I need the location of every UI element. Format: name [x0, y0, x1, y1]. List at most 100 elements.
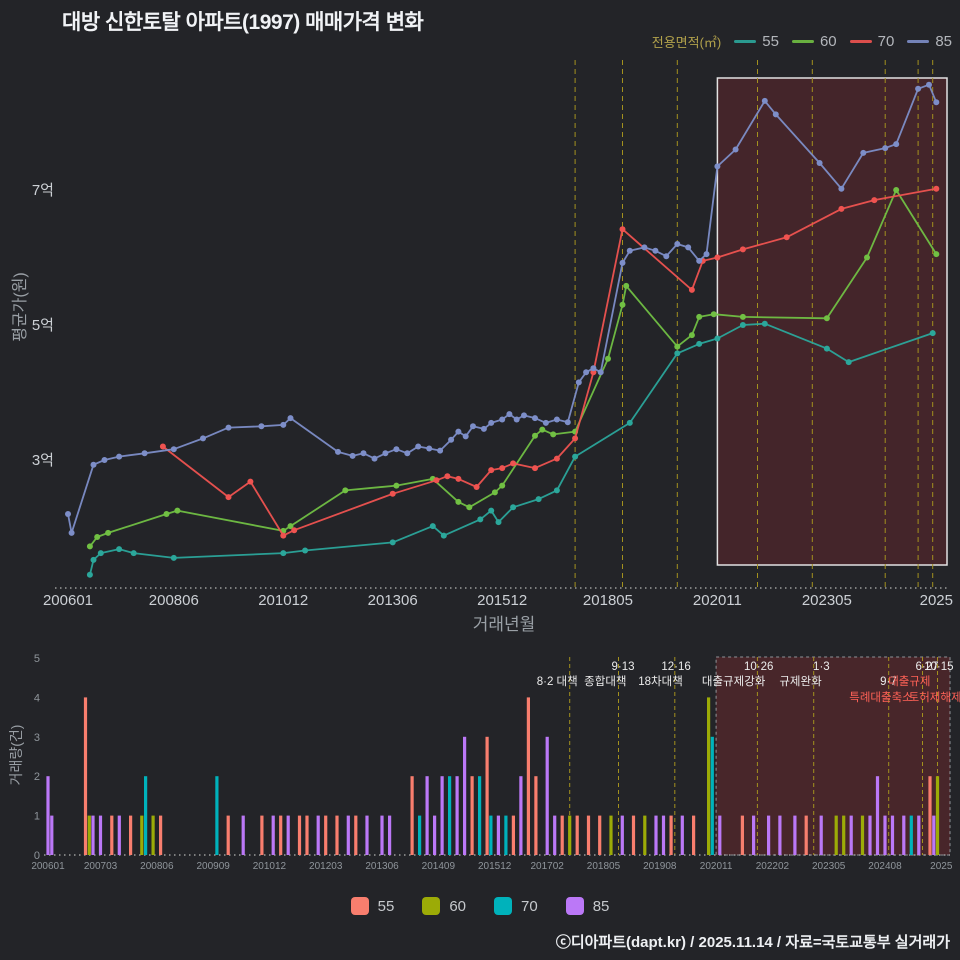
price-point-85: [382, 450, 389, 457]
volume-bar-55: [526, 697, 530, 855]
volume-bar-60: [643, 815, 647, 855]
price-point-70: [739, 246, 746, 253]
price-point-70: [510, 460, 517, 467]
volume-bar-85: [793, 815, 797, 855]
volume-bar-55: [260, 815, 264, 855]
price-point-85: [619, 259, 626, 266]
price-point-85: [714, 163, 721, 170]
volume-bar-70: [215, 776, 219, 855]
legend-line-swatch-55: [734, 40, 757, 43]
price-point-70: [444, 473, 451, 480]
volume-bar-55: [279, 815, 283, 855]
price-point-85: [575, 379, 582, 386]
volume-y-tick: 1: [34, 811, 40, 823]
price-point-85: [893, 141, 900, 148]
volume-bar-60: [834, 815, 838, 855]
price-point-85: [761, 97, 768, 104]
price-point-70: [553, 455, 560, 462]
legend-item-60: 60: [791, 33, 837, 50]
price-point-85: [448, 436, 455, 443]
volume-bar-70: [909, 815, 913, 855]
price-point-60: [674, 343, 681, 350]
policy-annotation: 6·27: [915, 661, 938, 673]
price-point-55: [626, 419, 633, 426]
policy-annotation: 특례대출축소: [849, 691, 912, 704]
volume-bar-60: [568, 815, 572, 855]
policy-annotation: 8·2 대책: [537, 674, 578, 688]
volume-bar-85: [778, 815, 782, 855]
volume-bar-85: [620, 815, 624, 855]
policy-annotation: 규제완화: [779, 675, 822, 688]
price-point-55: [495, 519, 502, 526]
volume-x-tick: 201805: [587, 861, 621, 872]
volume-x-tick: 200601: [31, 861, 65, 872]
policy-annotation: 9·13: [611, 661, 634, 673]
price-point-85: [590, 365, 597, 372]
price-point-60: [163, 511, 170, 517]
volume-bar-85: [883, 815, 887, 855]
price-point-85: [513, 416, 520, 423]
price-point-55: [477, 516, 484, 523]
price-point-60: [539, 426, 546, 433]
price-point-85: [652, 247, 659, 254]
price-point-85: [280, 421, 287, 428]
price-x-tick: 201012: [258, 592, 308, 609]
volume-x-tick: 201702: [531, 861, 565, 872]
price-x-axis-title: 거래년월: [472, 615, 536, 634]
volume-bar-85: [91, 815, 95, 855]
volume-bar-85: [271, 815, 275, 855]
price-point-85: [521, 412, 527, 419]
price-point-60: [550, 431, 557, 438]
volume-bar-55: [354, 815, 358, 855]
volume-bar-85: [496, 815, 500, 855]
policy-annotation: 종합대책: [584, 674, 626, 688]
volume-bar-85: [917, 815, 921, 855]
price-point-70: [619, 226, 626, 233]
price-point-55: [553, 487, 560, 494]
volume-bar-70: [448, 776, 452, 855]
policy-annotation: 12·16: [661, 661, 690, 673]
price-highlight-region: [716, 77, 948, 566]
volume-bar-85: [388, 815, 392, 855]
price-point-85: [696, 257, 703, 264]
price-point-70: [159, 443, 166, 450]
price-point-85: [462, 433, 469, 440]
volume-bar-85: [241, 815, 245, 855]
price-point-85: [258, 423, 265, 430]
price-point-85: [68, 529, 75, 536]
volume-legend-label: 55: [377, 897, 395, 915]
volume-legend-label: 85: [592, 897, 610, 915]
price-point-60: [105, 529, 112, 536]
price-point-60: [174, 507, 181, 514]
volume-x-tick: 200909: [196, 861, 230, 872]
volume-bar-60: [707, 697, 711, 855]
price-point-85: [882, 145, 889, 152]
price-point-85: [926, 81, 932, 88]
volume-y-tick: 4: [34, 692, 40, 704]
volume-legend-item-55: 55: [350, 897, 395, 915]
volume-legend: 55 60 70 85: [0, 897, 960, 915]
price-point-60: [94, 534, 101, 540]
price-point-85: [404, 450, 411, 457]
volume-legend-label: 60: [449, 897, 466, 915]
price-point-85: [415, 443, 422, 450]
price-point-60: [466, 504, 473, 511]
price-point-55: [572, 453, 579, 460]
price-line-70: [161, 187, 938, 537]
price-point-60: [619, 301, 626, 308]
price-point-70: [389, 490, 396, 497]
price-point-70: [291, 527, 298, 534]
price-point-85: [506, 411, 513, 418]
legend-item-55: 55: [734, 33, 779, 50]
price-point-85: [772, 111, 779, 118]
price-point-55: [535, 496, 542, 503]
policy-annotation: 대출규제: [888, 675, 930, 688]
price-y-tick: 7억: [32, 182, 54, 199]
legend-square-swatch-60: [422, 897, 441, 915]
price-point-55: [929, 330, 936, 337]
price-point-85: [90, 461, 97, 468]
price-point-85: [532, 415, 538, 422]
price-point-85: [838, 185, 845, 192]
volume-bar-60: [609, 815, 613, 855]
